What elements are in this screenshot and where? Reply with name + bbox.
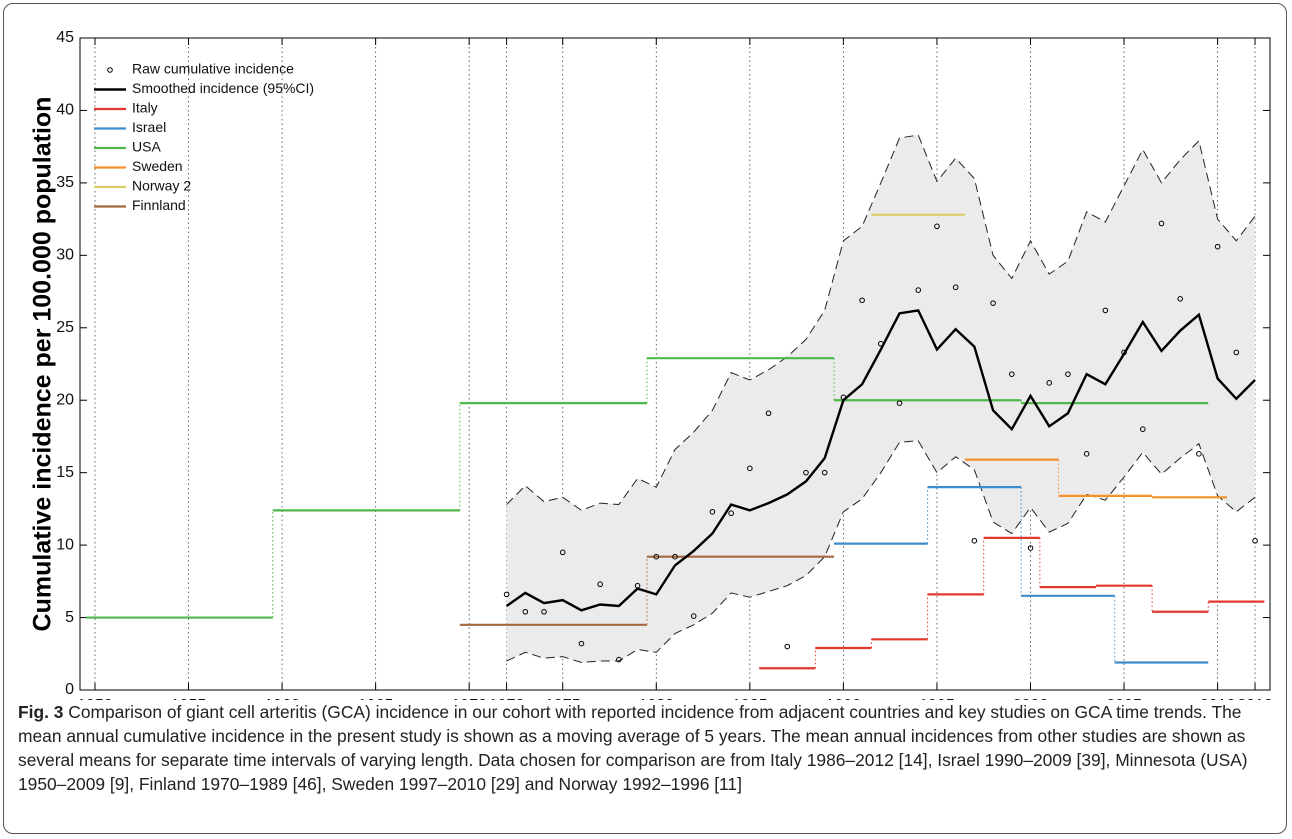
x-tick-label: 1950 xyxy=(77,697,113,700)
legend-label: Finnland xyxy=(132,197,186,213)
x-tick-label: 1980 xyxy=(638,697,674,700)
x-tick-label: 2012 xyxy=(1237,697,1273,700)
raw-point xyxy=(1065,371,1071,377)
raw-point xyxy=(522,608,529,615)
raw-point xyxy=(990,300,996,306)
x-tick-label: 1990 xyxy=(826,697,862,700)
raw-point xyxy=(1102,307,1109,314)
raw-point xyxy=(765,410,772,417)
legend-label: Smoothed incidence (95%CI) xyxy=(132,80,314,96)
raw-point xyxy=(1121,349,1127,356)
raw-point xyxy=(784,643,791,650)
legend-label: USA xyxy=(132,139,161,155)
chart: Cumulative incidence per 100.000 populat… xyxy=(29,29,1273,700)
raw-point xyxy=(634,582,641,589)
y-tick-label: 5 xyxy=(65,609,74,626)
y-tick-label: 30 xyxy=(56,247,74,264)
raw-point xyxy=(728,510,734,517)
raw-point xyxy=(559,549,566,556)
raw-point xyxy=(1214,243,1221,250)
raw-point xyxy=(803,469,809,476)
y-tick-label: 25 xyxy=(56,319,74,336)
x-tick-label: 1965 xyxy=(358,697,394,700)
x-tick-label: 1985 xyxy=(732,697,768,700)
figure-frame xyxy=(3,3,1287,834)
raw-point xyxy=(1139,426,1146,433)
raw-point xyxy=(597,581,603,588)
y-tick-label: 0 xyxy=(65,681,74,698)
raw-point xyxy=(952,284,959,291)
legend-label: Raw cumulative incidence xyxy=(132,61,294,77)
raw-point xyxy=(1083,451,1090,457)
x-tick-label: 1972 xyxy=(489,697,525,700)
raw-point xyxy=(1027,545,1034,551)
smoothed-line xyxy=(505,309,1256,612)
raw-point xyxy=(1196,451,1202,457)
x-tick-label: 2005 xyxy=(1106,697,1142,700)
raw-point xyxy=(1046,380,1053,386)
x-tick-label: 1960 xyxy=(264,697,300,700)
y-axis-label: Cumulative incidence per 100.000 populat… xyxy=(29,97,57,632)
legend-label: Israel xyxy=(132,119,166,135)
caption-label: Fig. 3 xyxy=(18,702,64,722)
plot-frame xyxy=(79,37,1271,691)
raw-point xyxy=(896,400,903,406)
raw-point xyxy=(653,553,660,560)
x-tick-label: 1955 xyxy=(171,697,207,700)
raw-point xyxy=(1008,371,1015,377)
raw-point xyxy=(541,608,547,615)
legend-label: Sweden xyxy=(132,158,183,174)
raw-point xyxy=(690,613,697,619)
y-tick-label: 10 xyxy=(56,536,74,553)
raw-point xyxy=(840,394,847,401)
x-tick-label: 2000 xyxy=(1013,697,1049,700)
ci-band xyxy=(506,135,1256,663)
raw-point xyxy=(915,287,922,293)
legend-marker xyxy=(107,67,113,73)
legend: Raw cumulative incidence Smoothed inciden… xyxy=(94,61,314,213)
raw-point xyxy=(1252,537,1258,544)
raw-point xyxy=(934,223,940,230)
raw-point xyxy=(1177,296,1183,302)
raw-point xyxy=(709,508,716,515)
x-tick-label: 1970 xyxy=(451,697,487,700)
y-tick-label: 15 xyxy=(56,464,74,481)
raw-point xyxy=(971,537,978,544)
figure-caption: Fig. 3 Comparison of giant cell arteriti… xyxy=(18,700,1268,796)
raw-point xyxy=(503,591,510,598)
raw-point xyxy=(578,640,585,647)
raw-point xyxy=(821,469,828,476)
y-tick-label: 35 xyxy=(56,174,74,191)
raw-point xyxy=(1233,349,1240,356)
legend-label: Italy xyxy=(132,100,158,116)
ci-lower-line xyxy=(506,440,1256,663)
x-tick-label: 1975 xyxy=(545,697,581,700)
y-tick-label: 20 xyxy=(56,391,74,408)
x-tick-label: 1995 xyxy=(919,697,955,700)
raw-point xyxy=(878,340,884,347)
ci-upper-line xyxy=(506,134,1256,511)
raw-point xyxy=(672,553,678,560)
raw-point xyxy=(616,656,622,663)
raw-point xyxy=(747,465,753,472)
legend-label: Norway 2 xyxy=(132,178,191,194)
y-tick-label: 40 xyxy=(56,102,74,119)
x-tick-label: 2010 xyxy=(1200,697,1236,700)
raw-point xyxy=(859,297,865,304)
raw-point xyxy=(1158,220,1165,227)
caption-text: Comparison of giant cell arteritis (GCA)… xyxy=(18,702,1248,794)
y-tick-label: 45 xyxy=(56,29,74,46)
